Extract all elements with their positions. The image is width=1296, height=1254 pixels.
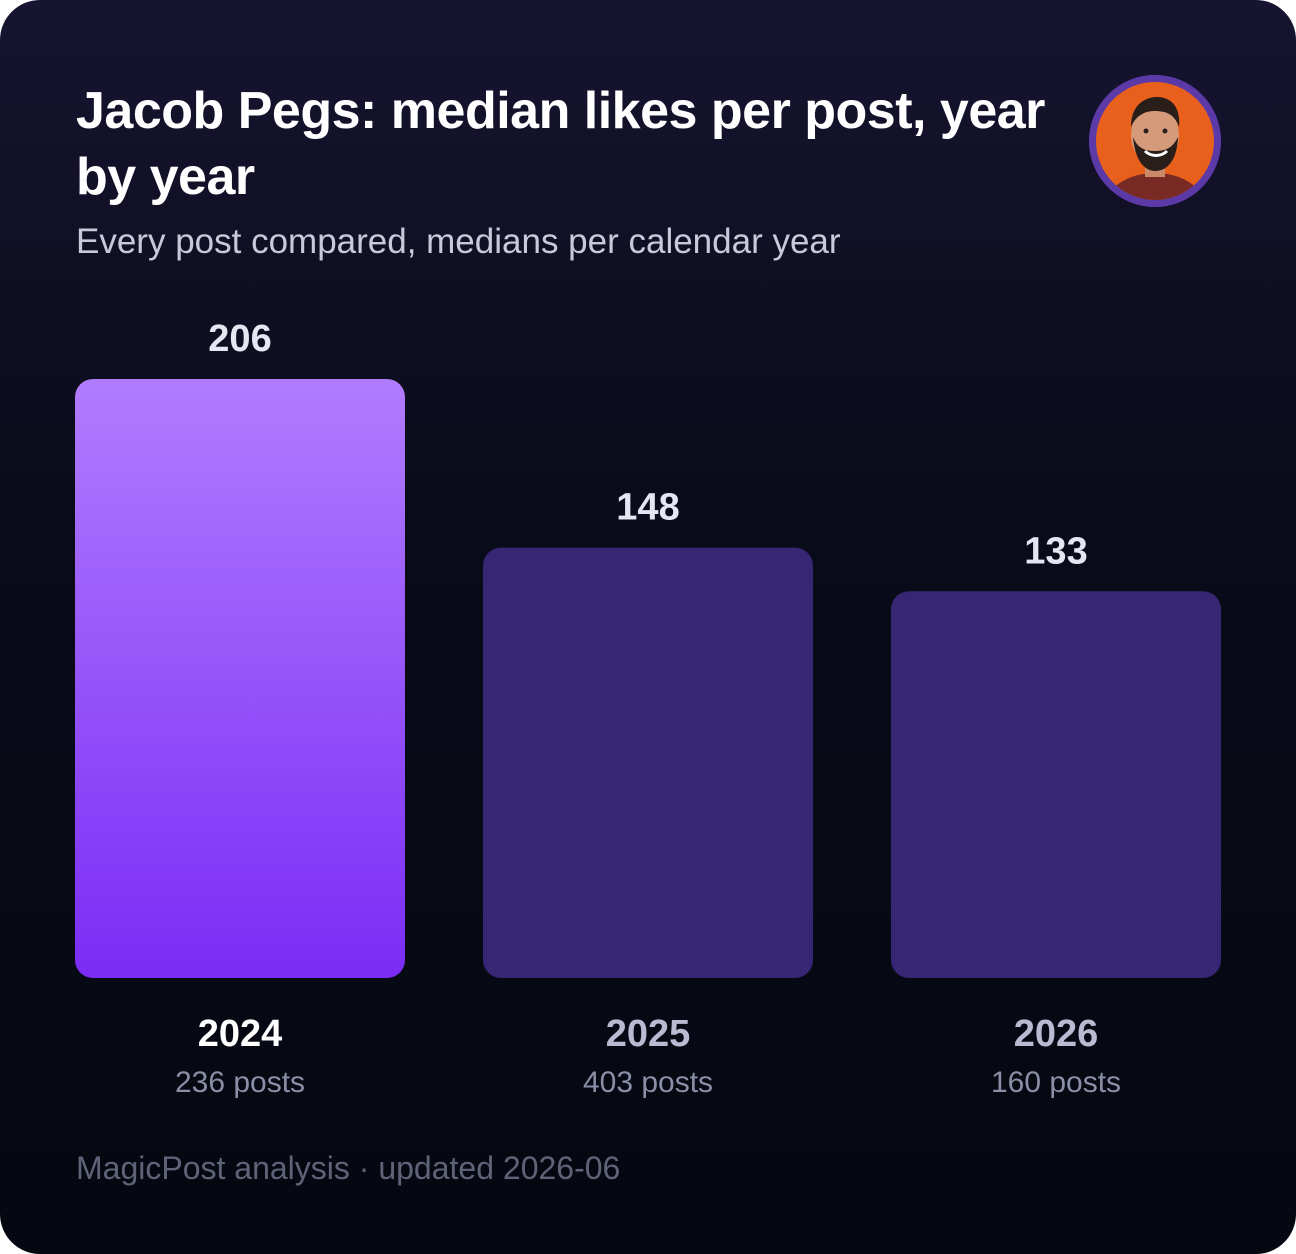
category-label: 2026 [1014,1013,1099,1055]
chart-title: Jacob Pegs: median likes per post, year … [76,82,1045,206]
bar-2024 [75,379,405,978]
bar-value-label: 133 [1024,530,1087,572]
category-label: 2024 [198,1013,283,1055]
bar-chart: 206 2024 236 posts 148 2025 403 posts 133 2026 1… [75,318,1221,1099]
category-label: 2025 [606,1013,691,1055]
category-post-count: 236 posts [175,1066,305,1099]
chart-subtitle: Every post compared, medians per calenda… [76,222,841,261]
footer-source: MagicPost analysis · updated 2026-06 [76,1150,621,1186]
profile-avatar [1089,75,1221,207]
bar-2025 [483,547,813,978]
avatar-photo-icon [1089,75,1221,207]
category-post-count: 160 posts [991,1066,1121,1099]
category-post-count: 403 posts [583,1066,713,1099]
bar-2026 [891,591,1221,978]
bar-value-label: 206 [208,318,271,360]
bar-value-label: 148 [616,487,679,529]
